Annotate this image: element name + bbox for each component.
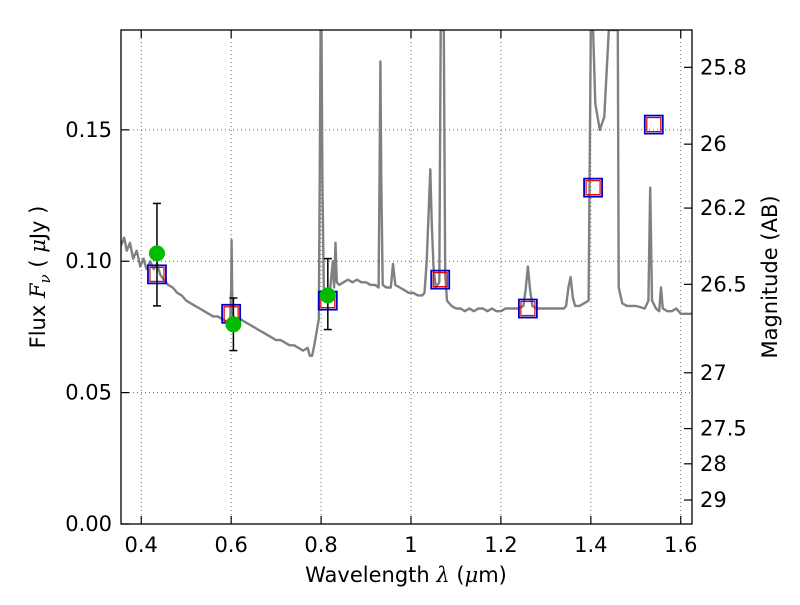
- model-flux-marker: [643, 114, 664, 135]
- x-tick-label: 1.4: [574, 533, 607, 557]
- y2-tick-label: 25.8: [700, 55, 747, 79]
- y2-tick-label: 28: [700, 452, 727, 476]
- y2-tick-label: 27.5: [700, 417, 747, 441]
- model-flux-marker: [430, 269, 451, 290]
- y-title-subscript: ν: [36, 274, 54, 283]
- y-tick-label: 0.05: [65, 381, 112, 405]
- data-markers: [147, 114, 664, 352]
- x-tick-label: 0.6: [214, 533, 247, 557]
- y2-tick-label: 29: [700, 488, 727, 512]
- x-tick-label: 1.6: [664, 533, 697, 557]
- y-title-prefix: Flux: [26, 298, 50, 348]
- y-title-mid: (: [26, 253, 50, 275]
- y2-tick-label: 26: [700, 132, 727, 156]
- y-tick-labels: 0.00 0.05 0.10 0.15: [65, 118, 112, 536]
- observed-flux-point: [225, 316, 242, 333]
- x-tick-label: 0.4: [125, 533, 158, 557]
- y-tick-label: 0.10: [65, 249, 112, 273]
- x-title-mid: (: [450, 563, 465, 587]
- y-tick-label: 0.00: [65, 512, 112, 536]
- x-tick-label: 1: [404, 533, 417, 557]
- y2-tick-label: 26.2: [700, 196, 747, 220]
- observed-flux-point: [148, 245, 165, 262]
- plot-background: [121, 30, 692, 524]
- y2-tick-labels: 25.8 26 26.2 26.5 27 27.5 28 29: [700, 55, 747, 512]
- x-title-symbol: λ: [435, 563, 449, 587]
- model-flux-marker: [583, 177, 603, 198]
- model-flux-inner-marker: [520, 300, 536, 317]
- y-axis-title: Flux Fν ( μJy ): [26, 206, 54, 349]
- model-flux-marker: [517, 298, 538, 319]
- observed-flux-point: [319, 287, 336, 304]
- x-tick-labels: 0.4 0.6 0.8 1 1.2 1.4 1.6: [125, 533, 698, 557]
- plot-frame: [120, 29, 693, 525]
- x-tick-label: 1.2: [484, 533, 517, 557]
- x-title-prefix: Wavelength: [305, 563, 436, 587]
- y2-axis-title: Magnitude (AB): [758, 195, 782, 358]
- y-title-mu: μ: [26, 239, 50, 253]
- y2-tick-label: 26.5: [700, 272, 747, 296]
- y-tick-label: 0.15: [65, 118, 112, 142]
- x-title-suffix: m): [478, 563, 507, 587]
- model-flux-inner-marker: [585, 180, 601, 196]
- x-axis-title: Wavelength λ (μm): [305, 563, 507, 587]
- y-title-suffix: Jy ): [26, 206, 50, 242]
- model-flux-inner-marker: [432, 272, 448, 288]
- x-title-mu: μ: [465, 563, 479, 587]
- y-title-symbol: F: [26, 282, 50, 299]
- y2-tick-label: 27: [700, 361, 727, 385]
- model-flux-inner-marker: [646, 116, 662, 133]
- x-tick-label: 0.8: [304, 533, 337, 557]
